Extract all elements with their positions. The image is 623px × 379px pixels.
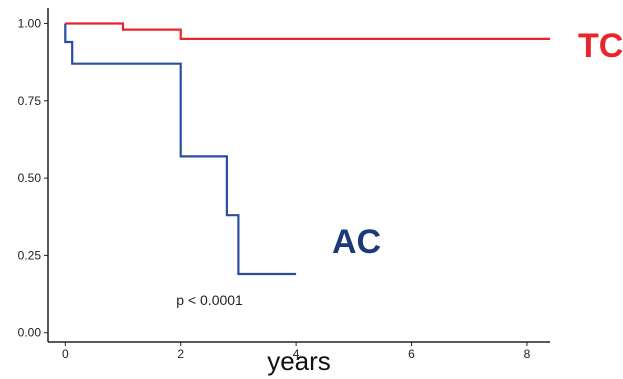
x-tick-label: 0 — [62, 347, 69, 361]
p-value-annotation: p < 0.0001 — [176, 292, 243, 308]
x-tick-label: 2 — [177, 347, 184, 361]
y-tick-label: 0.25 — [18, 248, 42, 262]
x-tick-label: 6 — [408, 347, 415, 361]
x-tick-label: 8 — [524, 347, 531, 361]
x-axis-title: years — [267, 346, 331, 376]
series-line-ac — [64, 23, 297, 276]
y-tick-label: 1.00 — [18, 16, 42, 30]
y-axis-ticks: 0.00 0.25 0.50 0.75 1.00 — [18, 16, 48, 340]
series-layer — [64, 22, 550, 276]
y-tick-label: 0.75 — [18, 94, 42, 108]
x-tick-label: 4 — [293, 347, 300, 361]
series-line-tc — [65, 22, 550, 41]
y-tick-label: 0.50 — [18, 171, 42, 185]
x-axis-ticks: 0 2 4 6 8 — [62, 342, 531, 361]
series-label-ac: AC — [332, 223, 381, 261]
y-tick-label: 0.00 — [18, 326, 42, 340]
series-label-tc: TC — [578, 27, 623, 65]
